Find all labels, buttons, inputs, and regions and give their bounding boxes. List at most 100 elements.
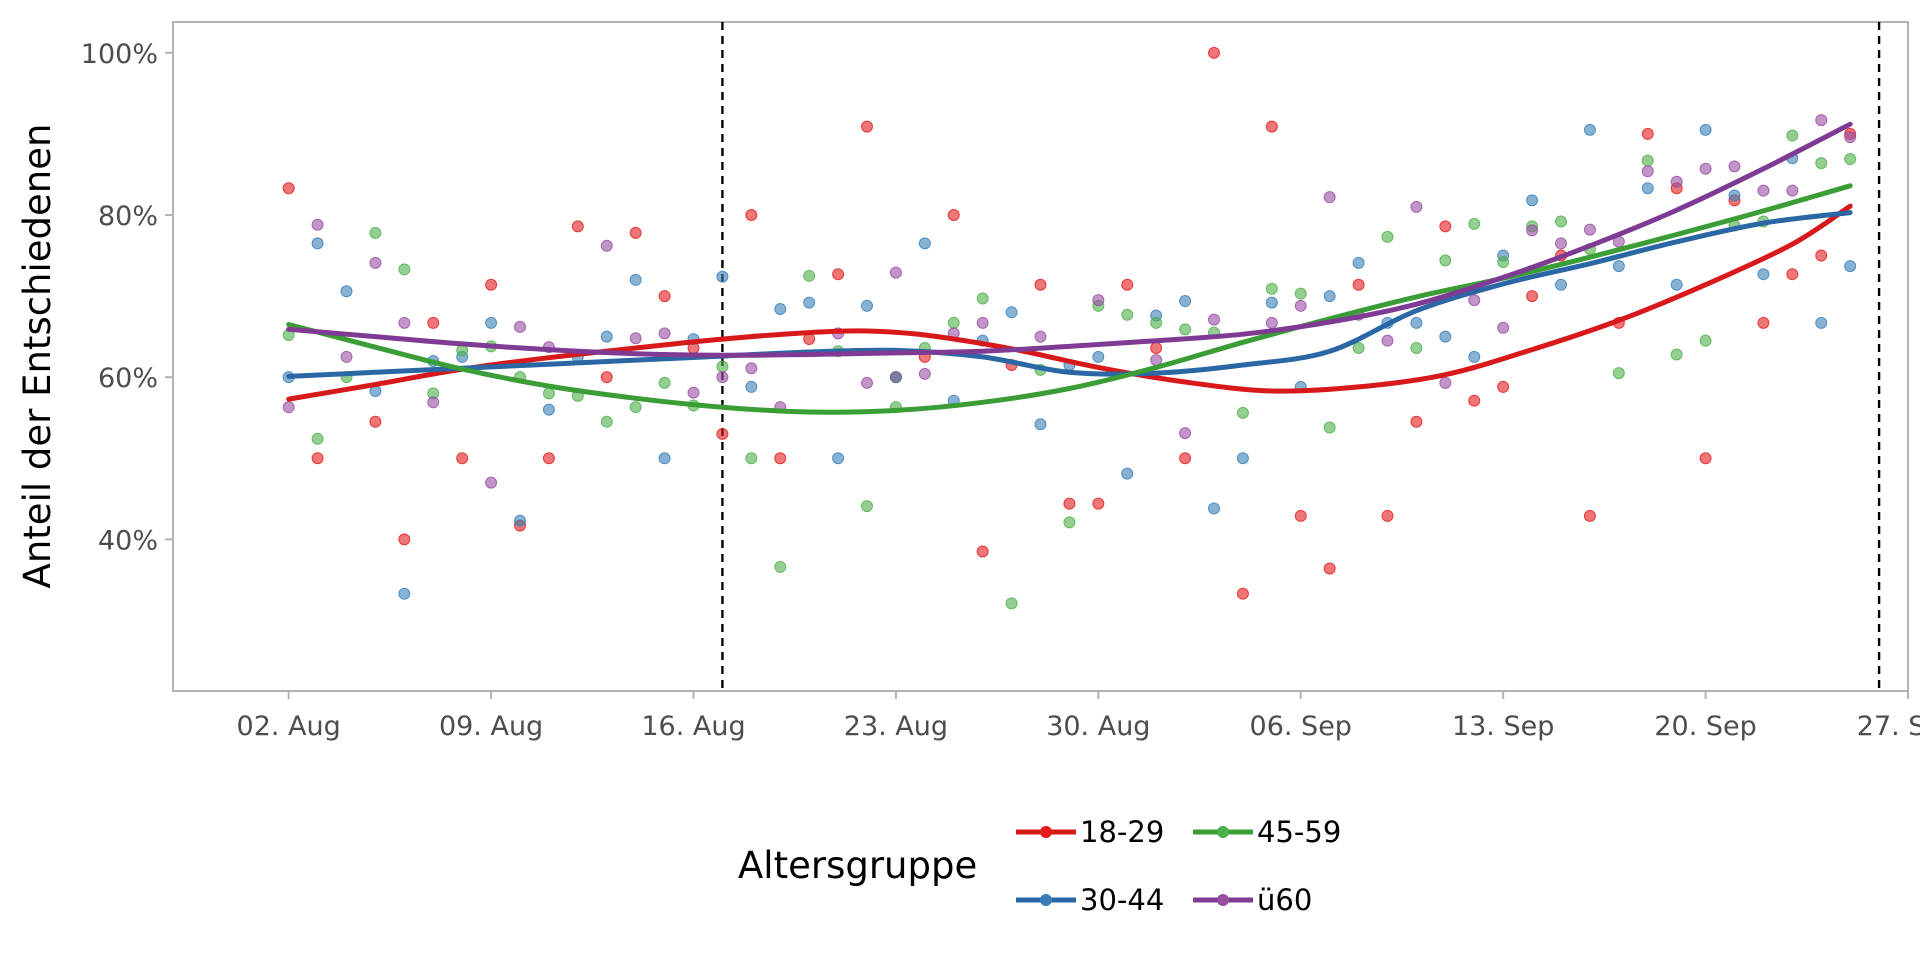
- data-point: [1179, 294, 1192, 307]
- data-point: [1323, 562, 1336, 575]
- x-tick-label: 20. Sep: [1654, 711, 1756, 742]
- data-point: [1410, 200, 1423, 213]
- data-point: [889, 266, 902, 279]
- data-point: [629, 273, 642, 286]
- data-point: [1468, 294, 1481, 307]
- data-point: [1005, 306, 1018, 319]
- data-point: [1757, 268, 1770, 281]
- data-point: [1150, 341, 1163, 354]
- data-point: [1236, 452, 1249, 465]
- data-point: [1236, 406, 1249, 419]
- trend-line: [286, 210, 1853, 379]
- data-point: [1034, 278, 1047, 291]
- data-point: [571, 220, 584, 233]
- data-point: [1121, 467, 1134, 480]
- data-point: [1555, 215, 1567, 228]
- data-point: [1439, 220, 1452, 233]
- data-point: [1670, 175, 1683, 188]
- data-point: [1583, 123, 1596, 136]
- data-point: [369, 226, 382, 239]
- data-point: [918, 367, 931, 380]
- plot-area: [282, 22, 1881, 691]
- data-point: [1699, 123, 1712, 136]
- data-point: [1468, 394, 1481, 407]
- data-point: [1208, 502, 1220, 515]
- data-point: [745, 452, 758, 465]
- data-point: [340, 350, 353, 363]
- y-axis: 40% 60% 80% 100%: [81, 39, 173, 556]
- data-point: [629, 401, 642, 414]
- data-point: [716, 360, 729, 373]
- data-point: [1352, 341, 1365, 354]
- data-point: [514, 320, 526, 333]
- data-point: [485, 316, 498, 329]
- x-tick-label: 09. Aug: [439, 711, 543, 742]
- data-point: [861, 120, 873, 133]
- data-point: [1815, 157, 1828, 170]
- data-point: [542, 403, 555, 416]
- data-point: [369, 256, 382, 269]
- data-point: [1265, 316, 1278, 329]
- data-point: [832, 452, 845, 465]
- data-point: [1815, 316, 1828, 329]
- data-point: [1063, 497, 1076, 510]
- legend-label: 30-44: [1080, 883, 1164, 917]
- trend-line: [286, 203, 1853, 402]
- data-point: [658, 290, 671, 303]
- legend-key-point: [1217, 826, 1229, 838]
- data-point: [398, 316, 411, 329]
- data-point: [1150, 316, 1163, 329]
- x-tick-label: 23. Aug: [844, 711, 948, 742]
- x-tick-label: 02. Aug: [237, 711, 341, 742]
- data-point: [745, 362, 758, 375]
- data-point: [427, 316, 440, 329]
- x-tick-label: 06. Sep: [1250, 711, 1352, 742]
- data-point: [976, 292, 989, 305]
- data-point: [1526, 224, 1539, 237]
- data-point: [1034, 418, 1047, 431]
- data-point: [861, 376, 873, 389]
- data-point: [1786, 268, 1799, 281]
- data-point: [1294, 299, 1307, 312]
- data-point: [311, 452, 324, 465]
- legend-item: 45-59: [1193, 815, 1341, 849]
- x-tick-label: 27. Sep: [1857, 711, 1920, 742]
- data-point: [1121, 308, 1134, 321]
- data-point: [1439, 330, 1452, 343]
- data-point: [1265, 120, 1278, 133]
- data-point: [1179, 427, 1192, 440]
- legend-label: 45-59: [1257, 815, 1341, 849]
- data-point: [1815, 249, 1828, 262]
- data-point: [1670, 278, 1683, 291]
- data-point: [1641, 165, 1654, 178]
- data-point: [1728, 189, 1741, 202]
- data-point: [745, 380, 758, 393]
- data-point: [976, 545, 989, 558]
- trend-lines: [286, 121, 1853, 415]
- data-point: [1844, 153, 1857, 166]
- data-point: [1092, 294, 1105, 307]
- data-point: [1323, 290, 1336, 303]
- data-point: [1641, 182, 1654, 195]
- legend-label: 18-29: [1080, 815, 1164, 849]
- data-point: [542, 452, 555, 465]
- legend-title: Altersgruppe: [738, 844, 977, 887]
- data-point: [1583, 223, 1596, 236]
- data-point: [1265, 282, 1278, 295]
- data-point: [600, 371, 613, 384]
- data-point: [716, 371, 729, 384]
- data-point: [1092, 497, 1105, 510]
- data-point: [1757, 184, 1770, 197]
- legend-item: 30-44: [1016, 883, 1164, 917]
- data-point: [1439, 254, 1452, 267]
- data-point: [1815, 114, 1828, 127]
- trend-line: [286, 183, 1853, 415]
- data-point: [1179, 323, 1192, 336]
- data-point: [1034, 330, 1047, 343]
- data-point: [1641, 154, 1654, 167]
- y-axis-title: Anteil der Entschiedenen: [16, 124, 59, 589]
- data-point: [629, 226, 642, 239]
- data-point: [1699, 162, 1712, 175]
- data-point: [311, 218, 324, 231]
- data-point: [774, 452, 787, 465]
